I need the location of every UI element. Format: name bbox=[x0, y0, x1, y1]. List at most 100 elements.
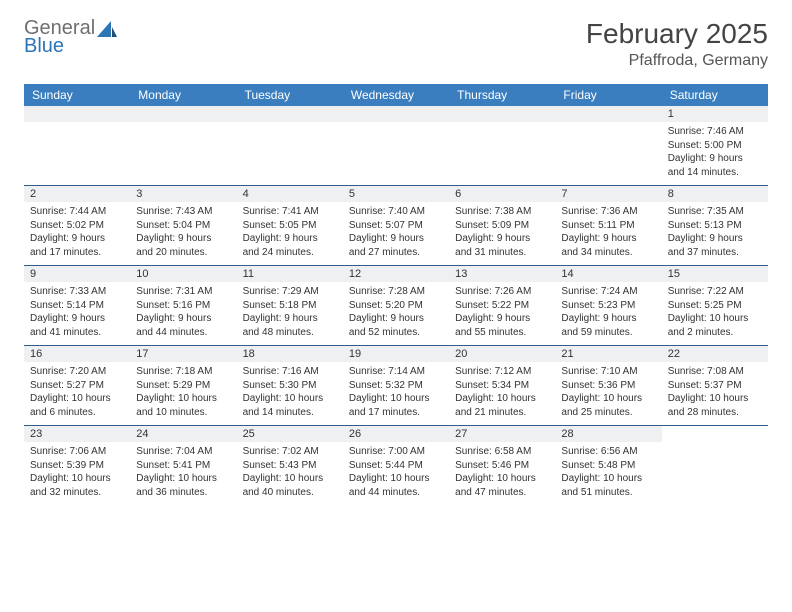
day-number: 6 bbox=[449, 186, 555, 202]
calendar-day: 25Sunrise: 7:02 AMSunset: 5:43 PMDayligh… bbox=[237, 426, 343, 505]
calendar-day: 22 Sunrise: 7:08 AMSunset: 5:37 PMDayligh… bbox=[662, 346, 768, 425]
calendar-day: 24Sunrise: 7:04 AMSunset: 5:41 PMDayligh… bbox=[130, 426, 236, 505]
day-number: 19 bbox=[343, 346, 449, 362]
sunrise-line: Sunrise: 7:46 AM bbox=[668, 125, 762, 139]
calendar-day: 14Sunrise: 7:24 AMSunset: 5:23 PMDayligh… bbox=[555, 266, 661, 345]
sunrise-line: Sunrise: 7:22 AM bbox=[668, 285, 762, 299]
sunrise-line: Sunrise: 7:08 AM bbox=[668, 365, 762, 379]
day-number: 22 bbox=[662, 346, 768, 362]
calendar-day: 15Sunrise: 7:22 AMSunset: 5:25 PMDayligh… bbox=[662, 266, 768, 345]
calendar-day: 26Sunrise: 7:00 AMSunset: 5:44 PMDayligh… bbox=[343, 426, 449, 505]
calendar-day: 4Sunrise: 7:41 AMSunset: 5:05 PMDaylight… bbox=[237, 186, 343, 265]
daylight-line: Daylight: 10 hours and 17 minutes. bbox=[349, 392, 443, 419]
sunrise-line: Sunrise: 7:14 AM bbox=[349, 365, 443, 379]
day-number: 26 bbox=[343, 426, 449, 442]
calendar-day: 6 Sunrise: 7:38 AMSunset: 5:09 PMDaylight… bbox=[449, 186, 555, 265]
sunset-line: Sunset: 5:00 PM bbox=[668, 139, 762, 153]
calendar-empty bbox=[237, 106, 343, 185]
daylight-line: Daylight: 10 hours and 32 minutes. bbox=[30, 472, 124, 499]
day-number: 1 bbox=[662, 106, 768, 122]
calendar-empty bbox=[343, 106, 449, 185]
sunset-line: Sunset: 5:09 PM bbox=[455, 219, 549, 233]
daylight-line: Daylight: 9 hours and 31 minutes. bbox=[455, 232, 549, 259]
sunrise-line: Sunrise: 7:28 AM bbox=[349, 285, 443, 299]
calendar-day: 19Sunrise: 7:14 AMSunset: 5:32 PMDayligh… bbox=[343, 346, 449, 425]
day-number-empty bbox=[237, 106, 343, 122]
day-number: 28 bbox=[555, 426, 661, 442]
sunrise-line: Sunrise: 7:31 AM bbox=[136, 285, 230, 299]
sunset-line: Sunset: 5:11 PM bbox=[561, 219, 655, 233]
sunrise-line: Sunrise: 7:02 AM bbox=[243, 445, 337, 459]
calendar-day: 12Sunrise: 7:28 AMSunset: 5:20 PMDayligh… bbox=[343, 266, 449, 345]
day-number: 21 bbox=[555, 346, 661, 362]
logo-word2: Blue bbox=[24, 36, 95, 56]
daylight-line: Daylight: 10 hours and 36 minutes. bbox=[136, 472, 230, 499]
sunset-line: Sunset: 5:29 PM bbox=[136, 379, 230, 393]
daylight-line: Daylight: 9 hours and 44 minutes. bbox=[136, 312, 230, 339]
sunset-line: Sunset: 5:22 PM bbox=[455, 299, 549, 313]
sunset-line: Sunset: 5:13 PM bbox=[668, 219, 762, 233]
page-title: February 2025 bbox=[586, 18, 768, 50]
calendar-day: 27Sunrise: 6:58 AMSunset: 5:46 PMDayligh… bbox=[449, 426, 555, 505]
sunrise-line: Sunrise: 7:04 AM bbox=[136, 445, 230, 459]
daylight-line: Daylight: 9 hours and 14 minutes. bbox=[668, 152, 762, 179]
calendar-week: 16Sunrise: 7:20 AMSunset: 5:27 PMDayligh… bbox=[24, 345, 768, 425]
day-number: 13 bbox=[449, 266, 555, 282]
day-number-empty bbox=[24, 106, 130, 122]
calendar-day: 21Sunrise: 7:10 AMSunset: 5:36 PMDayligh… bbox=[555, 346, 661, 425]
daylight-line: Daylight: 10 hours and 51 minutes. bbox=[561, 472, 655, 499]
sunset-line: Sunset: 5:23 PM bbox=[561, 299, 655, 313]
daylight-line: Daylight: 10 hours and 21 minutes. bbox=[455, 392, 549, 419]
sunset-line: Sunset: 5:44 PM bbox=[349, 459, 443, 473]
day-number: 14 bbox=[555, 266, 661, 282]
sunset-line: Sunset: 5:25 PM bbox=[668, 299, 762, 313]
day-number: 3 bbox=[130, 186, 236, 202]
day-number: 9 bbox=[24, 266, 130, 282]
sunset-line: Sunset: 5:14 PM bbox=[30, 299, 124, 313]
calendar-day: 16 Sunrise: 7:20 AMSunset: 5:27 PMDayligh… bbox=[24, 346, 130, 425]
weekday-header: Saturday bbox=[662, 84, 768, 106]
sunset-line: Sunset: 5:37 PM bbox=[668, 379, 762, 393]
daylight-line: Daylight: 10 hours and 28 minutes. bbox=[668, 392, 762, 419]
weekday-header: Sunday bbox=[24, 84, 130, 106]
calendar-day: 23Sunrise: 7:06 AMSunset: 5:39 PMDayligh… bbox=[24, 426, 130, 505]
sunset-line: Sunset: 5:05 PM bbox=[243, 219, 337, 233]
calendar-week: 2Sunrise: 7:44 AMSunset: 5:02 PMDaylight… bbox=[24, 185, 768, 265]
calendar-day: 13Sunrise: 7:26 AMSunset: 5:22 PMDayligh… bbox=[449, 266, 555, 345]
daylight-line: Daylight: 10 hours and 25 minutes. bbox=[561, 392, 655, 419]
sunrise-line: Sunrise: 6:56 AM bbox=[561, 445, 655, 459]
daylight-line: Daylight: 9 hours and 27 minutes. bbox=[349, 232, 443, 259]
day-number-empty bbox=[343, 106, 449, 122]
daylight-line: Daylight: 10 hours and 6 minutes. bbox=[30, 392, 124, 419]
calendar-day: 17Sunrise: 7:18 AMSunset: 5:29 PMDayligh… bbox=[130, 346, 236, 425]
sunset-line: Sunset: 5:43 PM bbox=[243, 459, 337, 473]
daylight-line: Daylight: 9 hours and 55 minutes. bbox=[455, 312, 549, 339]
sunrise-line: Sunrise: 7:20 AM bbox=[30, 365, 124, 379]
daylight-line: Daylight: 9 hours and 20 minutes. bbox=[136, 232, 230, 259]
sunrise-line: Sunrise: 7:24 AM bbox=[561, 285, 655, 299]
daylight-line: Daylight: 9 hours and 34 minutes. bbox=[561, 232, 655, 259]
sunrise-line: Sunrise: 7:38 AM bbox=[455, 205, 549, 219]
calendar-week: 9Sunrise: 7:33 AMSunset: 5:14 PMDaylight… bbox=[24, 265, 768, 345]
day-number: 15 bbox=[662, 266, 768, 282]
day-number: 16 bbox=[24, 346, 130, 362]
sunrise-line: Sunrise: 7:12 AM bbox=[455, 365, 549, 379]
weekday-header: Tuesday bbox=[237, 84, 343, 106]
day-number: 11 bbox=[237, 266, 343, 282]
daylight-line: Daylight: 9 hours and 48 minutes. bbox=[243, 312, 337, 339]
sunrise-line: Sunrise: 7:10 AM bbox=[561, 365, 655, 379]
title-block: February 2025 Pfaffroda, Germany bbox=[586, 18, 768, 70]
day-number: 17 bbox=[130, 346, 236, 362]
daylight-line: Daylight: 9 hours and 24 minutes. bbox=[243, 232, 337, 259]
sunset-line: Sunset: 5:16 PM bbox=[136, 299, 230, 313]
day-number-empty bbox=[130, 106, 236, 122]
weekday-header: Monday bbox=[130, 84, 236, 106]
calendar-day: 10Sunrise: 7:31 AMSunset: 5:16 PMDayligh… bbox=[130, 266, 236, 345]
calendar-day: 18Sunrise: 7:16 AMSunset: 5:30 PMDayligh… bbox=[237, 346, 343, 425]
sunset-line: Sunset: 5:48 PM bbox=[561, 459, 655, 473]
calendar-day: 1 Sunrise: 7:46 AMSunset: 5:00 PMDaylight… bbox=[662, 106, 768, 185]
location: Pfaffroda, Germany bbox=[586, 52, 768, 70]
sunset-line: Sunset: 5:27 PM bbox=[30, 379, 124, 393]
sunrise-line: Sunrise: 7:35 AM bbox=[668, 205, 762, 219]
calendar-body: 1Sunrise: 7:46 AMSunset: 5:00 PMDaylight… bbox=[24, 106, 768, 505]
